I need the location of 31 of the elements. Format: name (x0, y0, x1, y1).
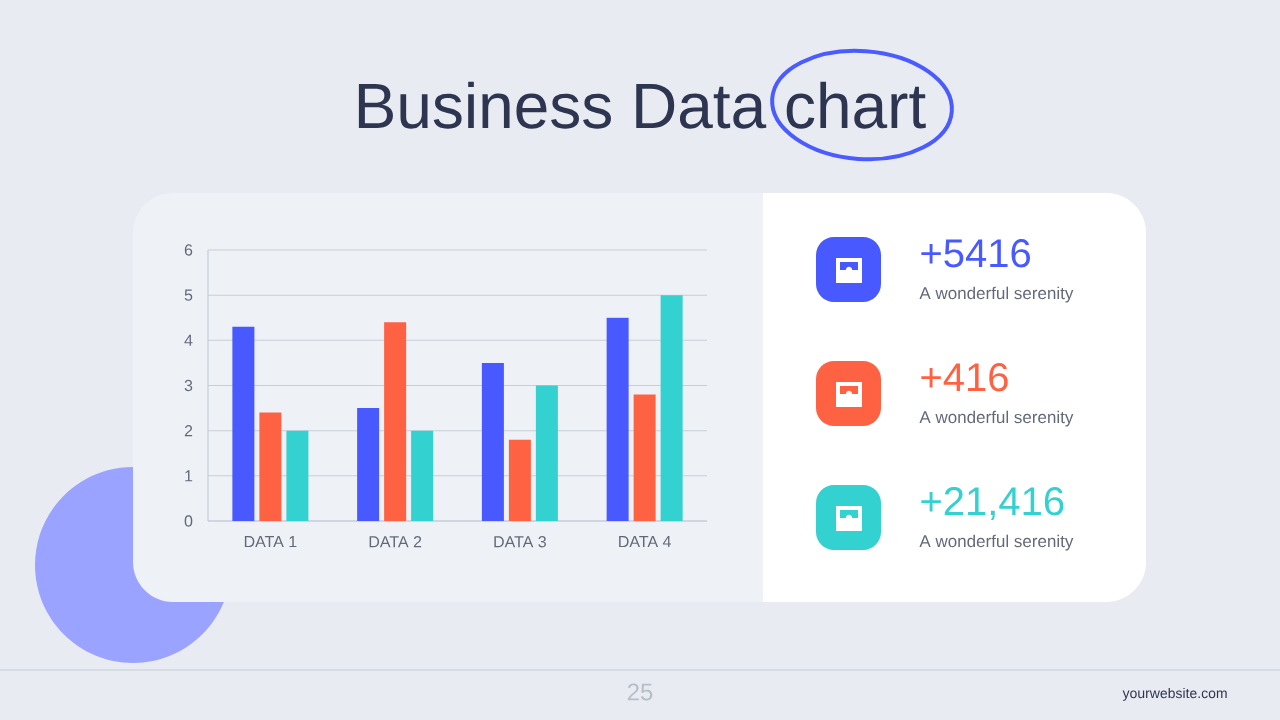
bar (286, 430, 309, 522)
text: A wonderful serenity (919, 534, 1074, 551)
y-tick-label: 0 (184, 515, 193, 527)
text: +416 (921, 363, 1008, 392)
text: +5416 (921, 239, 1030, 268)
text: A wonderful serenity (919, 410, 1074, 427)
bar (633, 394, 656, 522)
y-tick-label: 6 (184, 244, 193, 256)
bar (535, 385, 558, 522)
bar (259, 412, 282, 522)
y-tick-label: 4 (184, 334, 193, 346)
x-tick-label: DATA 4 (619, 536, 671, 548)
bar (384, 322, 407, 522)
y-tick-label: 2 (184, 425, 193, 437)
y-tick-label: 3 (184, 379, 193, 392)
text: A wonderful serenity (919, 286, 1074, 303)
x-tick-label: DATA 3 (494, 536, 546, 548)
bar (481, 362, 504, 522)
bar (411, 430, 434, 522)
bar (660, 295, 683, 522)
bar (508, 439, 531, 522)
y-tick-label: 1 (185, 470, 193, 482)
x-tick-label: DATA 2 (369, 536, 422, 548)
text: +21,416 (921, 487, 1064, 521)
bar (232, 326, 255, 522)
bar (357, 408, 380, 522)
chart-title: Business Data chart (358, 81, 926, 129)
bar (606, 317, 629, 522)
text: yourwebsite.com (1122, 687, 1227, 701)
y-tick-label: 5 (184, 289, 193, 301)
x-tick-label: DATA 1 (244, 536, 297, 548)
